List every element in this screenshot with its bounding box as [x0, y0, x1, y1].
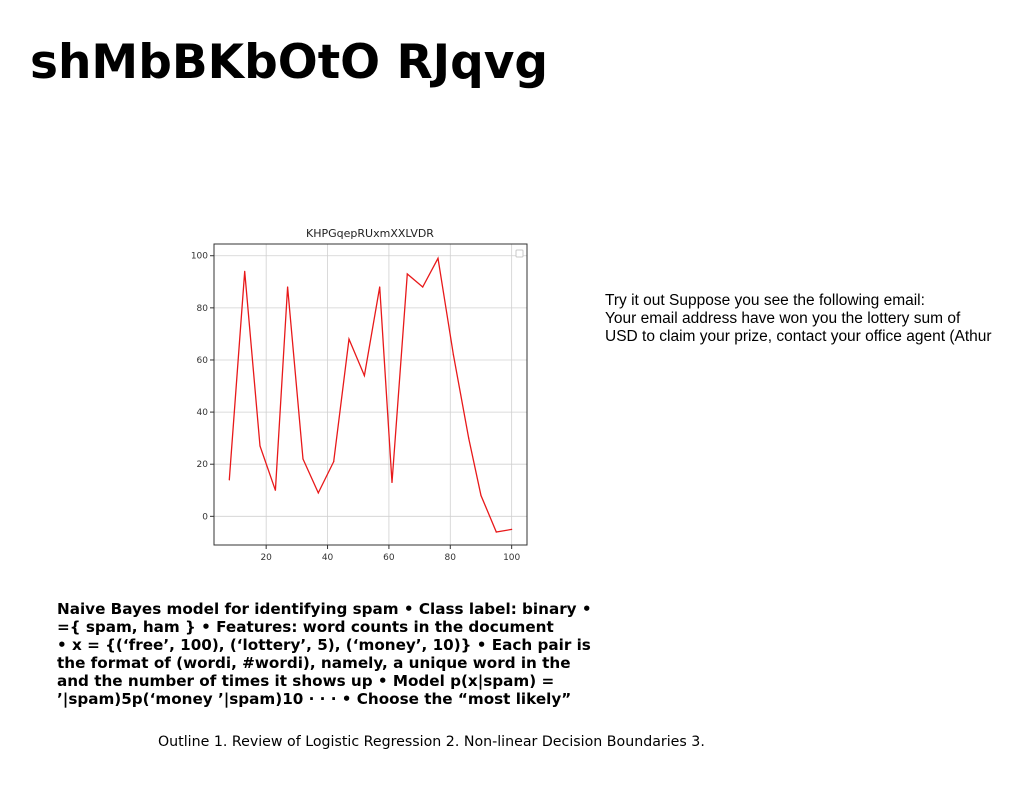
naive-bayes-line: the format of (wordi, #wordi), namely, a…	[57, 654, 571, 672]
data-point	[422, 286, 424, 288]
chart-grid	[214, 244, 527, 545]
data-point	[379, 286, 381, 288]
series-line	[228, 256, 512, 533]
email-example-text: Try it out Suppose you see the following…	[605, 292, 1017, 346]
data-point	[244, 270, 246, 272]
line-chart: KHPGqepRUxmXXLVDR 20 40 60 80 100 0 20 40 60 80 10…	[191, 227, 528, 563]
y-tick-label: 20	[197, 460, 209, 470]
chart-title: KHPGqepRUxmXXLVDR	[306, 227, 434, 240]
data-point	[259, 445, 261, 447]
y-tick-label: 40	[197, 408, 209, 418]
data-point	[333, 461, 335, 463]
data-point	[391, 481, 393, 484]
email-example-line: Your email address have won you the lott…	[605, 310, 961, 327]
naive-bayes-line: and the number of times it shows up • Mo…	[57, 672, 555, 690]
x-tick-label: 40	[322, 553, 334, 563]
naive-bayes-line: • x = {(‘free’, 100), (‘lottery’, 5), (‘…	[57, 636, 591, 654]
y-tick-label: 0	[202, 512, 208, 522]
naive-bayes-line: Naive Bayes model for identifying spam •…	[57, 600, 592, 618]
naive-bayes-text: Naive Bayes model for identifying spam •…	[57, 600, 622, 708]
slide-title: shMbBKbOtO RJqvg	[30, 35, 549, 90]
chart-series	[228, 256, 513, 533]
data-point	[302, 458, 304, 460]
data-point	[511, 528, 513, 530]
data-point	[437, 257, 439, 259]
legend-box	[515, 249, 524, 258]
email-example-line: Try it out Suppose you see the following…	[605, 292, 925, 309]
y-tick-label: 80	[197, 304, 209, 314]
data-point	[348, 338, 350, 340]
data-point	[274, 489, 276, 491]
y-tick-label: 60	[197, 356, 209, 366]
x-tick-label: 20	[260, 553, 272, 563]
data-point	[363, 375, 365, 377]
data-point	[287, 286, 289, 288]
data-point	[495, 531, 497, 533]
y-tick-label: 100	[191, 252, 208, 262]
data-point	[317, 492, 319, 494]
plot-frame	[213, 243, 528, 546]
outline-text: Outline 1. Review of Logistic Regression…	[158, 734, 705, 750]
data-point	[452, 354, 454, 356]
naive-bayes-line: ={ spam, ham } • Features: word counts i…	[57, 618, 554, 636]
chart-axes: 20 40 60 80 100 0 20 40 60 80 100	[191, 243, 528, 563]
x-tick-label: 80	[445, 553, 457, 563]
x-tick-label: 60	[383, 553, 395, 563]
data-point	[406, 273, 408, 275]
x-tick-label: 100	[503, 553, 520, 563]
data-point	[480, 494, 482, 497]
data-point	[228, 479, 230, 481]
data-point	[468, 437, 470, 439]
email-example-line: USD to claim your prize, contact your of…	[605, 328, 992, 345]
naive-bayes-line: ’|spam)5p(‘money ’|spam)10 · · · • Choos…	[57, 690, 572, 708]
